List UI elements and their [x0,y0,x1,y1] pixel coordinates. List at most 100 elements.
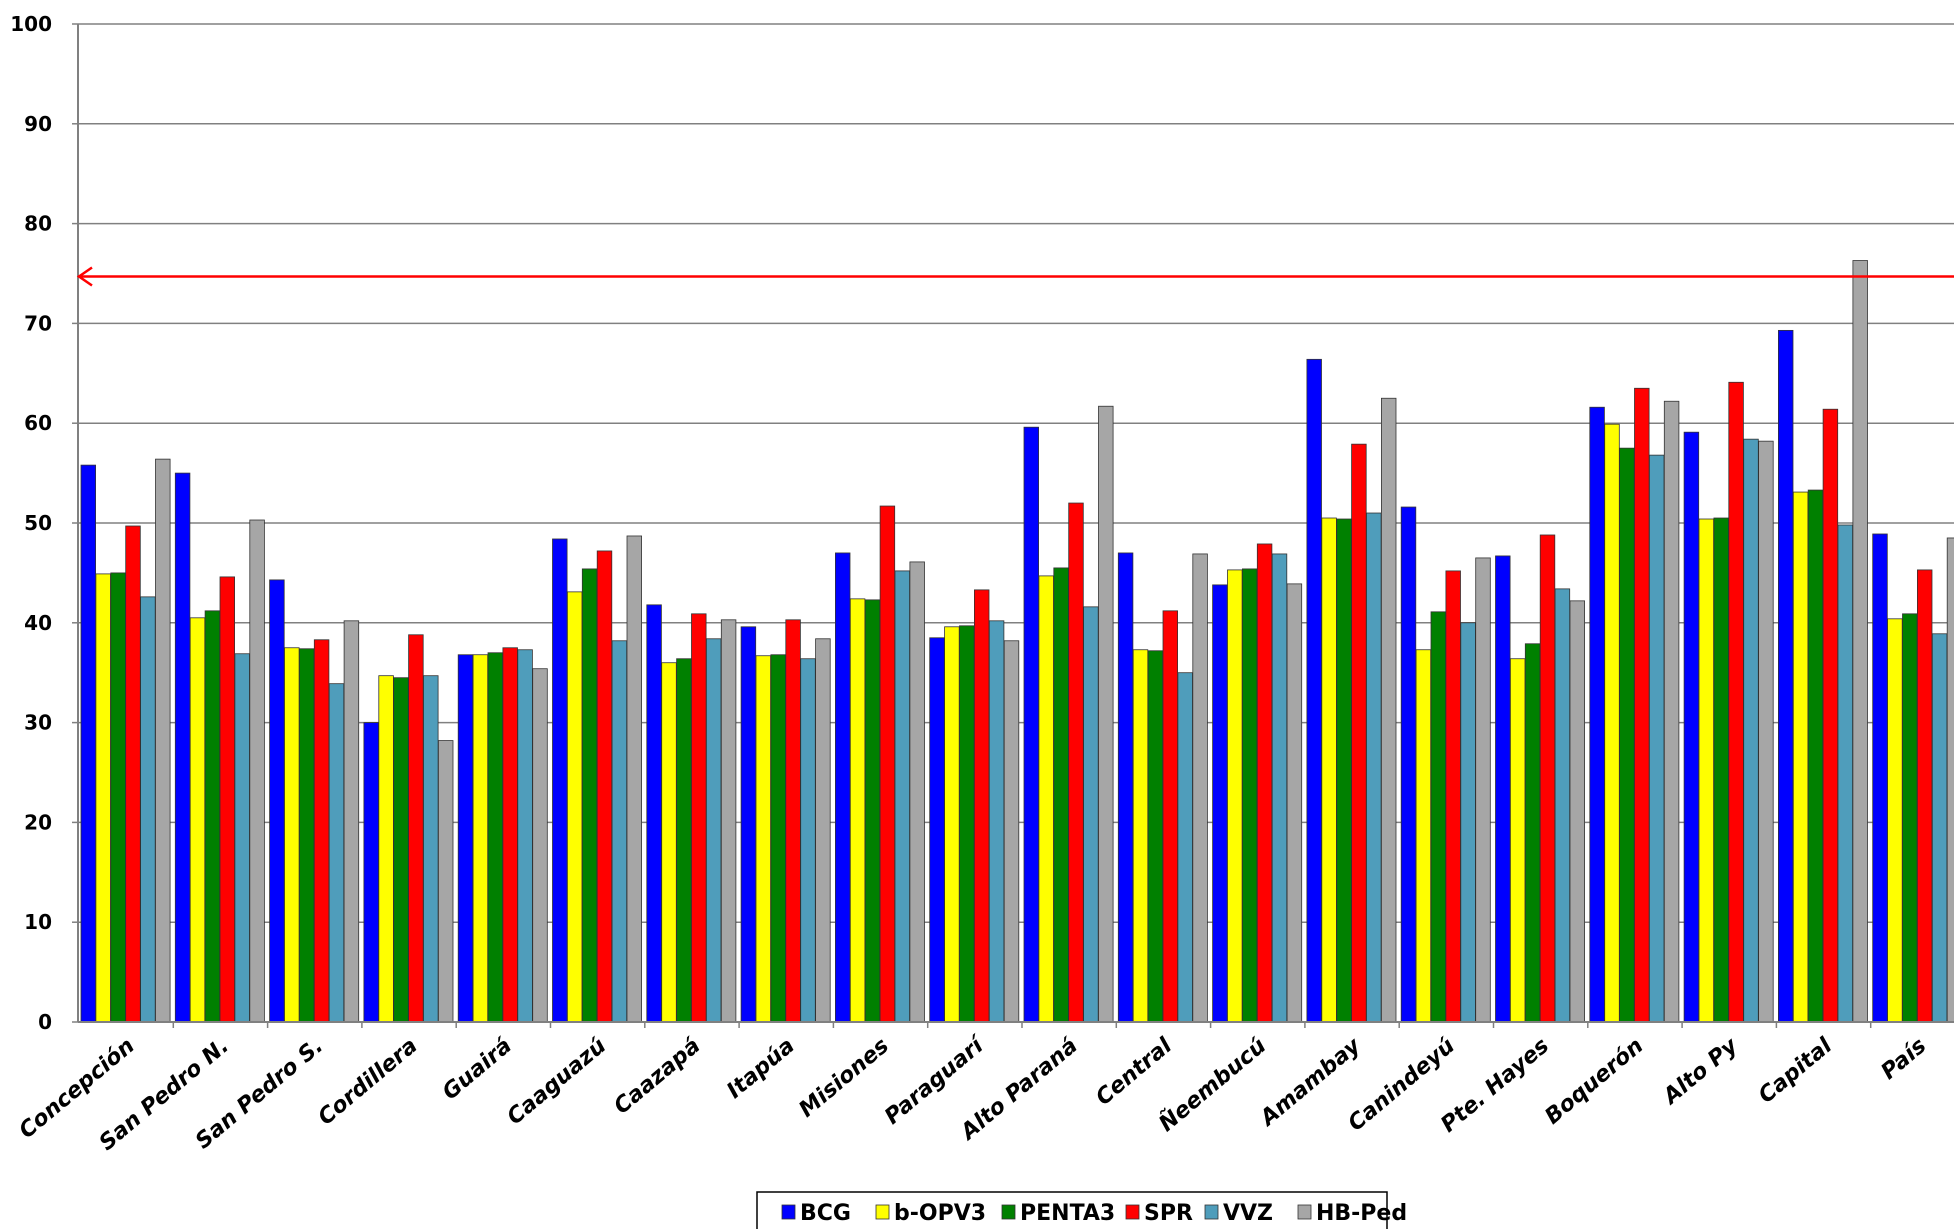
bar [1083,606,1099,1023]
bar [815,638,831,1023]
bar [249,519,265,1023]
y-tick-label: 10 [24,910,52,934]
bar [740,626,757,1023]
x-tick-label: Itapúa [722,1033,799,1103]
bar [423,675,439,1023]
bar [1931,633,1948,1023]
bar [1147,650,1164,1023]
bar [1336,518,1352,1023]
bar [706,638,722,1023]
bar [1415,649,1432,1023]
reference-arrow-head [76,266,93,287]
bar [343,620,360,1023]
bar [219,576,236,1023]
bar [1212,584,1228,1023]
bar [835,552,851,1023]
y-tick-label: 90 [24,112,52,136]
legend-label: BCG [800,1201,851,1226]
bar [1192,553,1208,1023]
legend-label: PENTA3 [1020,1201,1115,1226]
bar [1256,543,1273,1023]
legend-label: VVZ [1223,1201,1273,1226]
bar [1917,569,1933,1023]
bar [1743,438,1759,1023]
bar [1524,643,1541,1023]
bar [929,637,945,1023]
bar [328,683,345,1023]
bar [189,617,206,1023]
bar [1634,387,1650,1023]
bar [567,591,583,1023]
bar [1683,431,1700,1023]
bar [1400,506,1417,1023]
bar [532,668,548,1023]
bar [596,550,613,1023]
bar [755,655,772,1023]
bar [646,604,662,1023]
bar [1351,443,1367,1023]
bar [552,538,568,1023]
bar [1649,454,1665,1023]
bar [1539,534,1556,1023]
y-tick-label: 50 [24,511,52,535]
bar [1837,524,1854,1023]
bar [363,722,379,1023]
x-tick-label: Misiones [794,1033,893,1122]
bar [95,573,111,1023]
bar [1038,575,1054,1023]
y-tick-label: 30 [24,711,52,735]
bar [879,505,896,1023]
bar [1807,489,1824,1023]
y-tick-label: 60 [24,411,52,435]
bar [1286,583,1303,1023]
y-tick-label: 100 [10,12,52,36]
bar [298,648,315,1023]
legend-swatch [875,1204,890,1220]
y-tick-label: 20 [24,810,52,834]
bar [661,662,677,1023]
bar [155,458,171,1023]
bar [1663,400,1680,1023]
bar [959,625,975,1023]
bar [1604,423,1620,1023]
bar [1946,537,1954,1023]
bar [1098,405,1114,1023]
bar [1271,553,1288,1023]
bar [1728,381,1744,1023]
bar [502,647,518,1023]
bar [909,561,925,1023]
x-tick-label: Guairá [438,1033,517,1105]
bar [944,626,960,1023]
y-tick-label: 0 [38,1010,52,1034]
bar [1003,640,1020,1023]
x-tick-label: Boquerón [1540,1033,1648,1129]
bar [204,610,221,1023]
bar [1177,672,1193,1023]
legend-label: HB-Ped [1316,1201,1407,1226]
bar [626,535,643,1023]
bar [1852,260,1868,1023]
bar [720,619,737,1023]
bar [1792,491,1809,1023]
y-tick-labels: 0 10 20 30 40 50 60 70 80 90 100 [10,12,52,1034]
bar [1713,517,1729,1023]
bar [1132,649,1149,1023]
bar [1117,552,1134,1023]
bar [864,599,881,1023]
bar [676,658,692,1023]
bar [1242,568,1258,1023]
bar [1554,588,1571,1023]
bars [80,260,1954,1023]
bar [974,589,990,1023]
bar [1366,512,1382,1023]
bar [849,598,866,1023]
bar [1510,658,1526,1023]
bar [1569,600,1586,1023]
reference-line-group [76,266,1954,287]
bar [1589,406,1605,1023]
legend-label: SPR [1144,1201,1193,1226]
legend-box [756,1191,1388,1229]
bar [1023,426,1040,1023]
bar [234,653,250,1023]
